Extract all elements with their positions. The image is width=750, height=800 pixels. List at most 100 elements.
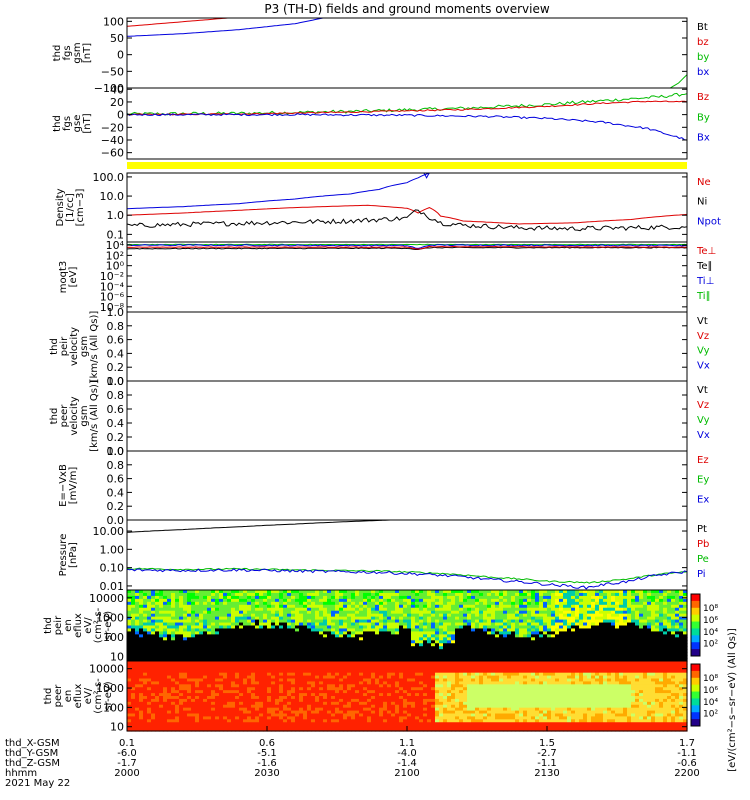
spectro-cell bbox=[187, 628, 192, 633]
spectro-cell bbox=[383, 590, 388, 594]
spectro-cell bbox=[303, 728, 308, 732]
spectro-cell bbox=[359, 649, 364, 653]
spectro-cell bbox=[175, 698, 180, 703]
spectro-cell bbox=[143, 631, 148, 635]
spectro-cell bbox=[135, 631, 140, 635]
spectro-cell bbox=[235, 722, 240, 726]
spectro-cell bbox=[175, 607, 180, 612]
spectro-cell bbox=[447, 655, 452, 659]
spectro-cell bbox=[163, 701, 168, 706]
spectro-cell bbox=[279, 713, 284, 718]
spectro-cell bbox=[275, 631, 280, 635]
spectro-cell bbox=[335, 707, 340, 712]
spectro-cell bbox=[415, 658, 420, 662]
spectro-cell bbox=[187, 704, 192, 709]
spectro-cell bbox=[307, 598, 312, 603]
spectro-cell bbox=[163, 675, 168, 680]
spectro-cell bbox=[535, 619, 540, 624]
spectro-cell bbox=[611, 658, 616, 662]
spectro-cell bbox=[239, 698, 244, 703]
spectro-cell bbox=[667, 643, 672, 647]
spectro-cell bbox=[167, 678, 172, 683]
spectro-cell bbox=[443, 625, 448, 630]
spectro-cell bbox=[487, 640, 492, 644]
spectro-cell bbox=[679, 655, 684, 659]
spectro-cell bbox=[451, 655, 456, 659]
spectro-cell bbox=[247, 675, 252, 680]
spectro-cell bbox=[131, 598, 136, 603]
spectro-cell bbox=[335, 663, 340, 668]
spectro-cell bbox=[363, 625, 368, 630]
spectro-cell bbox=[287, 693, 292, 697]
spectro-cell bbox=[567, 598, 572, 603]
spectro-cell bbox=[543, 595, 548, 600]
spectro-cell bbox=[155, 598, 160, 603]
spectro-cell bbox=[327, 704, 332, 709]
spectro-cell bbox=[663, 658, 668, 662]
spectro-cell bbox=[347, 643, 352, 647]
spectro-cell bbox=[155, 595, 160, 600]
spectro-cell bbox=[499, 634, 504, 638]
spectro-cell bbox=[583, 658, 588, 662]
spectro-cell bbox=[343, 663, 348, 668]
spectro-cell bbox=[531, 610, 536, 615]
spectro-cell bbox=[603, 646, 608, 650]
spectro-cell bbox=[315, 658, 320, 662]
spectro-cell bbox=[607, 649, 612, 653]
spectro-cell bbox=[459, 604, 464, 609]
spectro-cell bbox=[603, 590, 608, 594]
spectro-cell bbox=[343, 713, 348, 718]
spectro-cell bbox=[191, 704, 196, 709]
spectro-cell bbox=[279, 725, 284, 729]
spectro-cell bbox=[147, 628, 152, 633]
spectro-cell bbox=[599, 619, 604, 624]
spectro-cell bbox=[127, 643, 132, 647]
spectro-cell bbox=[623, 643, 628, 647]
spectro-cell bbox=[395, 628, 400, 633]
spectro-cell bbox=[399, 613, 404, 618]
spectro-cell bbox=[175, 725, 180, 729]
spectro-cell bbox=[327, 616, 332, 621]
spectro-cell bbox=[631, 634, 636, 638]
spectro-cell bbox=[671, 592, 676, 597]
spectro-cell bbox=[167, 601, 172, 606]
spectro-cell bbox=[511, 616, 516, 621]
spectro-cell bbox=[607, 595, 612, 600]
spectro-cell bbox=[495, 652, 500, 656]
spectro-cell bbox=[507, 598, 512, 603]
spectro-cell bbox=[187, 661, 192, 665]
spectro-cell bbox=[431, 625, 436, 630]
spectro-cell bbox=[535, 643, 540, 647]
spectro-cell bbox=[227, 592, 232, 597]
spectro-cell bbox=[607, 646, 612, 650]
spectro-cell bbox=[271, 613, 276, 618]
spectro-cell bbox=[231, 672, 236, 677]
spectro-cell bbox=[671, 616, 676, 621]
spectro-cell bbox=[491, 604, 496, 609]
spectro-cell bbox=[539, 628, 544, 633]
spectro-cell bbox=[163, 613, 168, 618]
spectro-cell bbox=[295, 722, 300, 726]
spectro-cell bbox=[339, 604, 344, 609]
spectro-cell bbox=[239, 604, 244, 609]
spectro-cell bbox=[355, 649, 360, 653]
spectro-cell bbox=[439, 610, 444, 615]
spectro-cell bbox=[419, 637, 424, 641]
spectro-cell bbox=[631, 631, 636, 635]
spectro-cell bbox=[287, 690, 292, 694]
spectro-cell bbox=[555, 622, 560, 627]
spectro-cell bbox=[467, 637, 472, 641]
spectro-cell bbox=[179, 610, 184, 615]
spectro-cell bbox=[307, 672, 312, 677]
spectro-cell bbox=[263, 681, 268, 685]
spectro-cell bbox=[171, 640, 176, 644]
series-line-1 bbox=[126, 17, 228, 27]
spectro-cell bbox=[591, 592, 596, 597]
spectro-cell bbox=[491, 613, 496, 618]
spectro-cell bbox=[495, 646, 500, 650]
spectro-cell bbox=[283, 631, 288, 635]
spectro-cell bbox=[323, 601, 328, 606]
spectro-cell bbox=[627, 652, 632, 656]
spectro-cell bbox=[131, 707, 136, 712]
spectro-cell bbox=[263, 707, 268, 712]
